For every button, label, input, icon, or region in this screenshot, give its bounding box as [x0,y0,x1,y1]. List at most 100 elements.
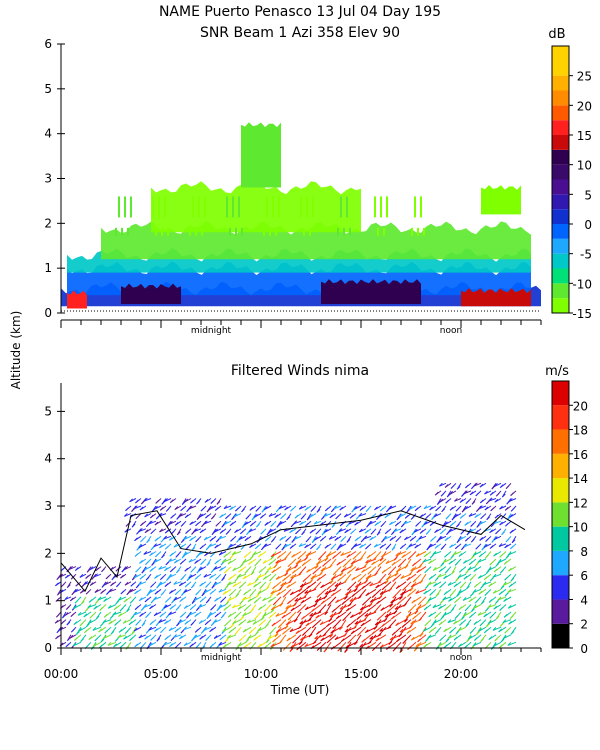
wind-barb [477,558,487,563]
wind-barb-flag [395,638,400,643]
wind-barb-flag [294,597,299,602]
wind-barb [410,581,422,588]
wind-barb-flag [168,611,173,616]
wind-barb-flag [345,523,350,528]
wind-barb-flag [423,606,428,611]
wind-barb-flag [465,623,470,627]
wind-barb-flag [213,582,218,586]
wind-barb-flag [380,607,385,611]
wind-barb-flag [417,601,422,606]
wind-barb-flag [507,588,512,593]
wind-barb-flag [309,529,314,534]
wind-barb-flag [228,629,233,634]
wind-barb-flag [371,631,375,635]
wind-barb-flag [498,644,503,649]
wind-barb-flag [295,630,300,635]
wind-barb-flag [107,604,112,609]
wind-barb-flag [389,603,394,608]
wind-barb-flag [365,575,370,580]
wind-barb-flag [234,630,239,635]
wind-barb-flag [195,591,200,596]
wind-barb-flag [402,587,407,591]
wind-barb-flag [438,536,443,540]
wind-barb-flag [275,559,280,564]
wind-barb-flag [215,522,220,527]
wind-barb-flag [322,632,327,637]
wind-barb-flag [266,531,271,536]
wind-barb-flag [384,613,389,618]
wind-barb-flag [369,635,374,640]
wind-barb-flag [456,486,461,490]
wind-barb-flag [312,640,317,645]
wind-barb-flag [343,579,348,584]
snr-colorbar-tick-label: -15 [572,307,592,321]
wind-barb-flag [494,483,498,487]
wind-barb-flag [392,594,397,599]
wind-colorbar-band [552,478,569,503]
wind-barb-flag [395,585,400,589]
wind-barb-flag [353,505,358,510]
wind-barb-flag [135,584,140,589]
wind-barb-flag [74,637,78,641]
wind-barb-flag [415,590,420,594]
wind-barb-flag [214,597,218,602]
wind-barb-flag [459,622,463,626]
wind-barb-flag [268,561,273,566]
snr-colorbar-band [552,283,569,299]
wind-barb-flag [175,553,180,558]
wind-barb [379,641,392,649]
wind-barb-flag [304,590,309,594]
wind-barb-flag [194,528,198,532]
wind-barb-flag [336,546,341,551]
wind-barb-flag [251,516,256,521]
wind-barb-flag [85,575,89,579]
wind-barb-flag [447,582,452,586]
wind-barb-flag [309,514,313,518]
wind-barb-flag [290,507,294,512]
wind-barb-flag [110,582,114,587]
wind-barb [72,641,82,647]
wind-barb [423,505,432,510]
wind-barb [457,573,467,579]
wind-barb-flag [464,522,469,526]
wind-barb-flag [392,647,397,652]
wind-barb-flag [154,537,159,542]
wind-barb-flag [440,615,445,620]
wind-barb-flag [199,545,204,550]
wind-barb-flag [415,606,420,611]
wind-barb-flag [485,500,490,505]
wind-barb-flag [265,586,270,590]
wind-barb-flag [243,591,247,596]
wind-barb [237,573,247,578]
wind-barb [257,573,267,579]
wind-y-tick-label: 3 [44,499,52,513]
wind-barb-flag [450,608,455,612]
wind-barb-flag [241,508,245,513]
wind-barb-flag [417,638,421,643]
wind-barb-flag [432,620,437,624]
wind-barb-flag [133,627,138,632]
wind-barb-flag [415,523,419,527]
wind-barb-flag [235,593,240,598]
wind-barb [492,626,502,631]
wind-barb-flag [79,622,84,627]
wind-barb-flag [86,568,91,573]
wind-barb-flag [262,597,266,602]
wind-colorbar-tick-label: 12 [573,496,588,510]
wind-barb-flag [441,508,446,513]
wind-barb-flag [434,614,439,619]
snr-colorbar-band [552,209,569,224]
wind-barb-flag [210,553,214,558]
wind-barb-flag [493,605,498,610]
wind-barb-flag [242,628,247,633]
wind-barb-flag [259,515,264,519]
wind-barb-flag [457,574,462,579]
wind-barb-flag [315,530,320,535]
wind-barb [502,619,512,624]
wind-barb-flag [489,614,494,619]
wind-barb-flag [229,522,234,527]
wind-barb-flag [149,621,154,625]
wind-barb-flag [302,578,307,583]
wind-barb-flag [272,638,276,643]
figure-title-line1: NAME Puerto Penasco 13 Jul 04 Day 195 [159,4,441,20]
